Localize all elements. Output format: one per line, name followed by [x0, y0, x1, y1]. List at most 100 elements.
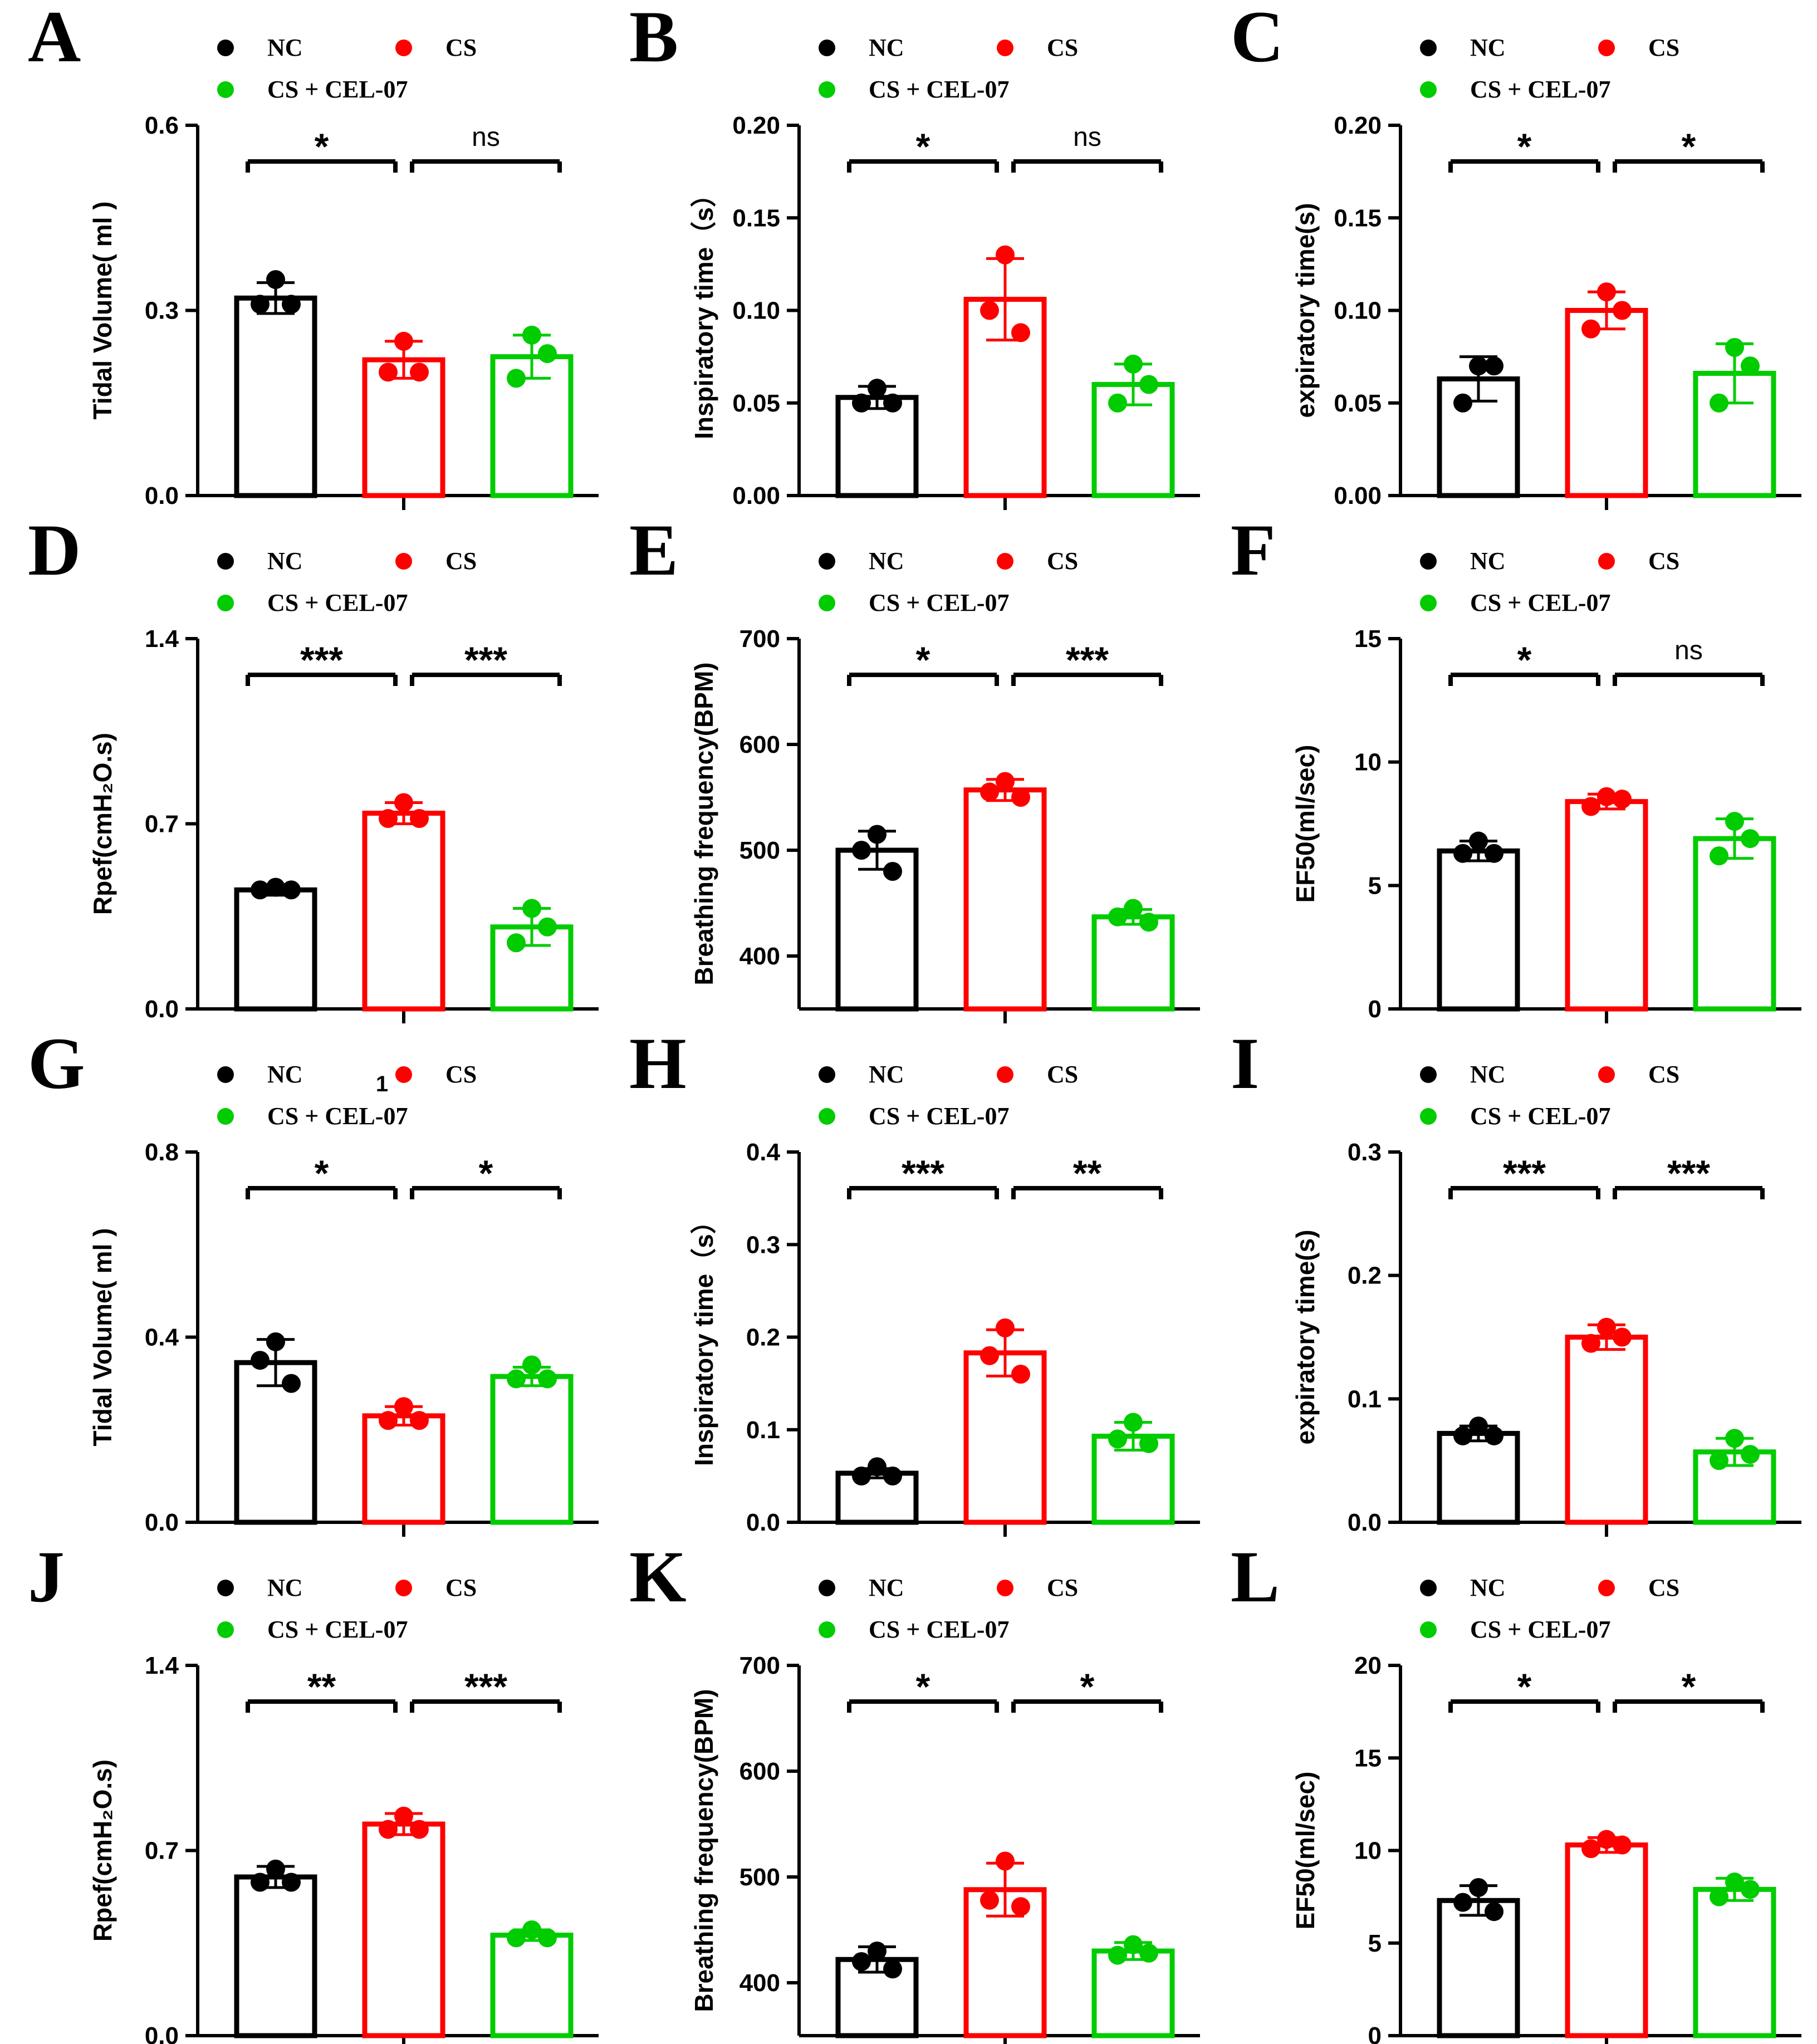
data-point	[883, 862, 902, 881]
data-point	[394, 1397, 413, 1416]
legend-marker	[997, 40, 1013, 56]
legend-marker	[395, 553, 412, 570]
panel-letter: J	[28, 1536, 65, 1617]
legend-label: NC	[1470, 547, 1506, 575]
sig-label: *	[479, 1153, 493, 1194]
legend-label: NC	[869, 1061, 904, 1088]
legend-label: CS + CEL-07	[1470, 589, 1610, 616]
legend-label: CS	[1648, 1574, 1679, 1601]
data-point	[1124, 899, 1143, 918]
data-point	[1124, 1935, 1143, 1954]
data-point	[410, 1411, 429, 1430]
y-axis-label: EF50(ml/sec)	[1291, 1772, 1320, 1930]
data-point	[1124, 354, 1143, 374]
legend-marker	[1420, 81, 1437, 98]
data-point	[379, 1411, 398, 1430]
panel-c: C 0.00 0.05 0.10 0.15 0.20 expiratory time(s) N…	[1231, 0, 1801, 510]
y-tick-label: 0.1	[1348, 1385, 1382, 1413]
legend-label: NC	[267, 34, 303, 61]
y-tick-label: 0.0	[145, 996, 179, 1023]
legend-marker	[1420, 595, 1437, 611]
data-point	[1741, 1445, 1760, 1464]
legend-marker	[1598, 40, 1615, 56]
data-point	[1485, 844, 1503, 863]
legend-marker	[819, 1066, 835, 1083]
sig-label: ***	[300, 639, 343, 680]
y-axis-label: Inspiratory time（s）	[689, 182, 718, 439]
legend-label: NC	[267, 547, 303, 575]
y-tick-label: 20	[1354, 1652, 1382, 1679]
sig-label: *	[1517, 1666, 1532, 1707]
data-point	[282, 880, 301, 900]
legend-label: NC	[267, 1061, 303, 1088]
legend-marker	[819, 1621, 835, 1638]
panel-e: E 400 500 600 700 Breathing frequency(BPM) NC C…	[629, 509, 1200, 1023]
data-point	[980, 301, 999, 320]
legend-marker	[997, 1066, 1013, 1083]
legend-marker	[819, 595, 835, 611]
data-point	[883, 1466, 902, 1486]
legend-marker	[217, 1621, 234, 1638]
data-point	[1108, 907, 1127, 927]
sig-label: ***	[1667, 1153, 1710, 1194]
y-tick-label: 15	[1354, 625, 1382, 653]
data-point	[282, 1873, 301, 1892]
y-tick-label: 1.4	[145, 1652, 179, 1679]
data-point	[538, 344, 557, 364]
data-point	[1597, 787, 1616, 806]
data-point	[868, 379, 887, 398]
data-point	[1469, 1416, 1488, 1436]
data-point	[1710, 846, 1728, 866]
legend-label: CS + CEL-07	[1470, 76, 1610, 103]
legend-marker	[217, 553, 234, 570]
y-tick-label: 5	[1368, 872, 1382, 899]
y-tick-label: 600	[739, 731, 780, 758]
data-point	[538, 917, 557, 937]
panel-l: L 0 5 10 15 20 EF50(ml/sec) NC CS CS + CEL-07 * *	[1231, 1536, 1801, 2044]
y-tick-label: 0	[1368, 2022, 1382, 2044]
legend-label: CS + CEL-07	[1470, 1616, 1610, 1643]
data-point	[1613, 1835, 1632, 1855]
data-point	[282, 295, 301, 314]
legend-marker	[1420, 1066, 1437, 1083]
data-point	[1485, 1426, 1503, 1445]
data-point	[507, 933, 526, 953]
legend-label: CS + CEL-07	[869, 589, 1009, 616]
y-axis-label: Rpef(cmH₂O.s)	[88, 1759, 117, 1942]
data-point	[1108, 1429, 1127, 1449]
data-point	[410, 362, 429, 382]
data-point	[266, 878, 285, 897]
legend-marker	[395, 1580, 412, 1596]
data-point	[996, 1318, 1015, 1337]
data-point	[852, 393, 871, 413]
sig-label: ***	[1503, 1153, 1546, 1194]
legend-label: NC	[1470, 1061, 1506, 1088]
panel-g: G 0.0 0.4 0.8 Tidal Volume( ml ) NC CS CS + CEL…	[28, 1022, 599, 1537]
data-point	[1139, 375, 1158, 394]
data-point	[868, 1457, 887, 1477]
data-point	[507, 1369, 526, 1389]
data-point	[1011, 788, 1030, 807]
panel-j: J 0.0 0.7 1.4 Rpef(cmH₂O.s) NC CS CS + CEL-07 **…	[28, 1536, 599, 2044]
y-tick-label: 700	[739, 625, 780, 653]
y-axis-label: Tidal Volume( ml )	[88, 1228, 117, 1447]
data-point	[522, 899, 541, 918]
data-point	[410, 809, 429, 828]
panel-letter: F	[1231, 509, 1276, 591]
data-point	[1469, 1878, 1488, 1897]
data-point	[266, 270, 285, 290]
data-point	[1108, 1945, 1127, 1965]
y-tick-label: 0.3	[1348, 1139, 1382, 1166]
data-point	[251, 880, 270, 900]
panel-f: F 0 5 10 15 EF50(ml/sec) NC CS CS + CEL-07 * ns	[1231, 509, 1801, 1023]
legend-label: CS + CEL-07	[267, 1102, 408, 1130]
sig-label: **	[1073, 1153, 1102, 1194]
data-point	[522, 325, 541, 345]
y-axis-label: Breathing frequency(BPM)	[689, 1689, 718, 2012]
y-axis-label: EF50(ml/sec)	[1291, 745, 1320, 903]
legend-marker	[217, 1066, 234, 1083]
data-point	[1741, 829, 1760, 849]
legend-label: CS + CEL-07	[869, 1102, 1009, 1130]
y-tick-label: 0.7	[145, 811, 179, 838]
data-point	[522, 1355, 541, 1375]
